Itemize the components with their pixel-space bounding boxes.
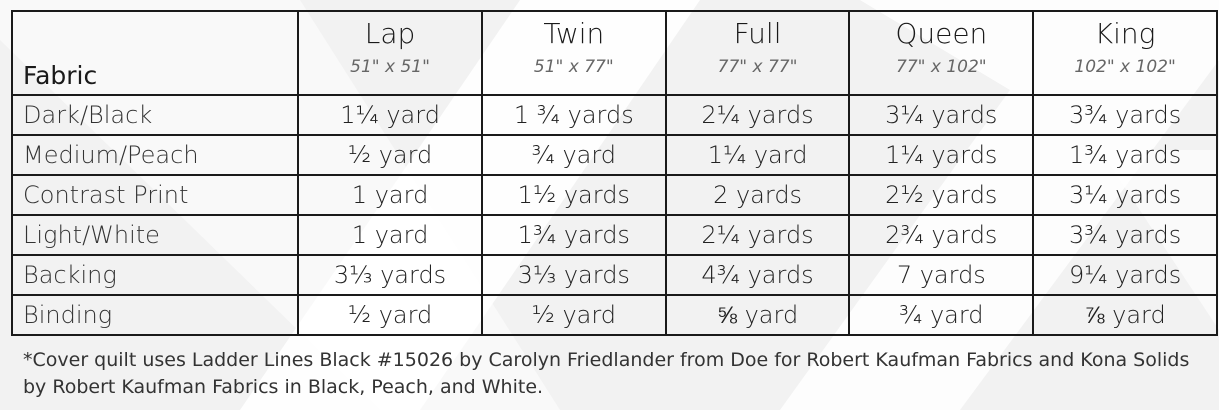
footnote: *Cover quilt uses Ladder Lines Black #15… <box>23 349 1190 398</box>
size-name: Queen <box>895 17 988 50</box>
size-name: Full <box>733 17 782 50</box>
size-header-full: Full 77" x 77" <box>664 10 851 96</box>
yardage-cell: 9¼ yards <box>1032 254 1218 296</box>
yardage-cell: ½ yard <box>297 134 483 176</box>
size-dimensions: 77" x 102" <box>896 57 987 77</box>
table-row: Light/White 1 yard 1¾ yards 2¼ yards 2¾ … <box>10 214 1218 256</box>
size-header-twin: Twin 51" x 77" <box>480 10 667 96</box>
size-dimensions: 51" x 51" <box>350 57 430 77</box>
table-row: Dark/Black 1¼ yard 1 ¾ yards 2¼ yards 3¼… <box>10 94 1218 136</box>
fabric-name: Contrast Print <box>10 174 300 216</box>
yardage-cell: ½ yard <box>297 294 483 336</box>
table-row: Backing 3⅓ yards 3⅓ yards 4¾ yards 7 yar… <box>10 254 1218 296</box>
yardage-cell: 2¼ yards <box>664 94 851 136</box>
yardage-cell: 1¾ yards <box>1032 134 1218 176</box>
size-dimensions: 102" x 102" <box>1074 57 1176 77</box>
size-header-king: King 102" x 102" <box>1032 10 1218 96</box>
size-header-queen: Queen 77" x 102" <box>848 10 1035 96</box>
yardage-cell: 3¾ yards <box>1032 214 1218 256</box>
yardage-cell: 2 yards <box>664 174 851 216</box>
fabric-name: Light/White <box>10 214 300 256</box>
size-name: Lap <box>364 17 416 50</box>
yardage-cell: 3⅓ yards <box>480 254 667 296</box>
fabric-name: Backing <box>10 254 300 296</box>
yardage-cell: 3⅓ yards <box>297 254 483 296</box>
size-dimensions: 51" x 77" <box>533 57 614 77</box>
yardage-cell: ¾ yard <box>480 134 667 176</box>
size-name: King <box>1094 17 1156 50</box>
table-row: Medium/Peach ½ yard ¾ yard 1¼ yard 1¼ ya… <box>10 134 1218 176</box>
fabric-column-header: Fabric <box>10 10 300 96</box>
yardage-cell: 1 yard <box>297 174 483 216</box>
yardage-cell: 1 yard <box>297 214 483 256</box>
size-name: Twin <box>543 17 605 50</box>
yardage-cell: 4¾ yards <box>664 254 851 296</box>
yardage-cell: ¾ yard <box>848 294 1035 336</box>
yardage-cell: 1¼ yards <box>848 134 1035 176</box>
fabric-name: Dark/Black <box>10 94 300 136</box>
yardage-cell: 1½ yards <box>480 174 667 216</box>
yardage-cell: 2¾ yards <box>848 214 1035 256</box>
fabric-name: Medium/Peach <box>10 134 300 176</box>
yardage-cell: 1¼ yard <box>297 94 483 136</box>
yardage-table: Fabric Lap 51" x 51" Twin 51" x 77" Full… <box>10 10 1218 336</box>
size-dimensions: 77" x 77" <box>717 57 798 77</box>
yardage-cell: ⅞ yard <box>1032 294 1218 336</box>
yardage-cell: 2½ yards <box>848 174 1035 216</box>
table-row: Contrast Print 1 yard 1½ yards 2 yards 2… <box>10 174 1218 216</box>
yardage-cell: 3¾ yards <box>1032 94 1218 136</box>
yardage-cell: 1 ¾ yards <box>480 94 667 136</box>
yardage-cell: 3¼ yards <box>1032 174 1218 216</box>
yardage-cell: 7 yards <box>848 254 1035 296</box>
yardage-cell: ⅝ yard <box>664 294 851 336</box>
size-header-lap: Lap 51" x 51" <box>297 10 483 96</box>
table-row: Binding ½ yard ½ yard ⅝ yard ¾ yard ⅞ ya… <box>10 294 1218 336</box>
table-header-row: Fabric Lap 51" x 51" Twin 51" x 77" Full… <box>10 10 1218 96</box>
yardage-cell: 1¾ yards <box>480 214 667 256</box>
yardage-cell: 1¼ yard <box>664 134 851 176</box>
yardage-cell: 2¼ yards <box>664 214 851 256</box>
fabric-name: Binding <box>10 294 300 336</box>
yardage-cell: ½ yard <box>480 294 667 336</box>
yardage-cell: 3¼ yards <box>848 94 1035 136</box>
